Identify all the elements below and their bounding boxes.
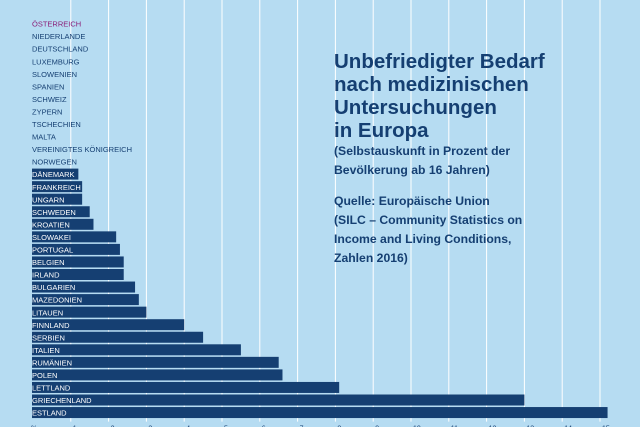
category-label: MAZEDONIEN	[32, 296, 82, 305]
category-label: DÄNEMARK	[32, 170, 75, 179]
category-label: NORWEGEN	[32, 158, 77, 167]
category-label: RUMÄNIEN	[32, 358, 72, 367]
chart-title-line-2: nach medizinischen	[334, 73, 529, 96]
x-tick-label: 10	[413, 426, 421, 427]
title-block: Unbefriedigter Bedarf nach medizinischen…	[334, 50, 634, 268]
category-label: VEREINIGTES KÖNIGREICH	[32, 145, 132, 154]
bar	[32, 206, 90, 218]
x-tick-label: 15	[602, 426, 610, 427]
source-line-2: (SILC – Community Statistics on	[334, 213, 523, 227]
x-tick-label: 8	[337, 426, 341, 427]
x-tick-label: 5	[224, 426, 228, 427]
gridlines	[70, 0, 601, 422]
x-tick-label: 13	[526, 426, 534, 427]
bar	[32, 331, 204, 343]
category-label: LETTLAND	[32, 384, 71, 393]
category-label: ITALIEN	[32, 346, 60, 355]
bar	[32, 231, 117, 243]
category-label: ZYPERN	[32, 107, 62, 116]
category-label: SLOWAKEI	[32, 233, 71, 242]
bar	[32, 294, 139, 306]
bar	[32, 181, 83, 193]
x-tick-label: 12	[489, 426, 497, 427]
category-label: TSCHECHIEN	[32, 120, 81, 129]
source-line-1: Quelle: Europäische Union	[334, 194, 490, 208]
bar	[32, 356, 279, 368]
x-tick-label: 14	[564, 426, 572, 427]
bar	[32, 407, 608, 419]
category-label: SERBIEN	[32, 333, 65, 342]
category-label: GRIECHENLAND	[32, 396, 92, 405]
chart-title-line-4: in Europa	[334, 119, 429, 142]
bar	[32, 269, 124, 280]
category-label: MALTA	[32, 133, 56, 142]
bar	[32, 193, 83, 205]
x-tick-label: 3	[148, 426, 152, 427]
category-label: NIEDERLANDE	[32, 32, 85, 41]
chart-title-line-3: Untersuchungen	[334, 96, 497, 119]
category-labels: ÖSTERREICH NIEDERLANDE DEUTSCHLAND LUXEMBUR…	[32, 20, 132, 418]
category-label: SPANIEN	[32, 82, 64, 91]
x-tick-label: 4	[186, 426, 190, 427]
category-label: FRANKREICH	[32, 183, 81, 192]
x-tick-label: 11	[451, 426, 458, 427]
bar	[32, 381, 340, 393]
x-axis-ticks: %123456789101112131415	[31, 426, 610, 427]
category-label: DEUTSCHLAND	[32, 45, 89, 54]
x-tick-label: 2	[111, 426, 115, 427]
bars	[32, 168, 608, 419]
category-label: BELGIEN	[32, 258, 65, 267]
category-label: PORTUGAL	[32, 246, 73, 255]
category-label: ESTLAND	[32, 409, 67, 418]
subtitle-line-1: (Selbstauskunft in Prozent der	[334, 144, 511, 158]
x-tick-label: 1	[73, 426, 77, 427]
bar	[32, 243, 120, 255]
source-line-4: Zahlen 2016)	[334, 251, 408, 265]
category-label: POLEN	[32, 371, 57, 380]
category-label: IRLAND	[32, 271, 60, 280]
category-label: LUXEMBURG	[32, 57, 80, 66]
subtitle-line-2: Bevölkerung ab 16 Jahren)	[334, 163, 490, 177]
x-tick-label: %	[31, 426, 37, 427]
bar	[32, 319, 185, 331]
category-label: KROATIEN	[32, 220, 70, 229]
category-label: FINNLAND	[32, 321, 70, 330]
bar	[32, 281, 136, 293]
bar	[32, 369, 283, 381]
bar	[32, 218, 94, 230]
source-line-3: Income and Living Conditions,	[334, 232, 512, 246]
category-label: UNGARN	[32, 195, 65, 204]
category-label: BULGARIEN	[32, 283, 75, 292]
bar	[32, 306, 147, 318]
x-tick-label: 6	[262, 426, 266, 427]
category-label: LITAUEN	[32, 308, 63, 317]
category-label: SLOWENIEN	[32, 70, 77, 79]
bar	[32, 344, 241, 356]
x-tick-label: 9	[375, 426, 379, 427]
x-tick-label: 7	[300, 426, 304, 427]
chart-title-line-1: Unbefriedigter Bedarf	[334, 50, 545, 73]
category-label: ÖSTERREICH	[32, 20, 81, 29]
bar	[32, 168, 79, 180]
bar	[32, 256, 124, 268]
bar	[32, 394, 525, 406]
category-label: SCHWEIZ	[32, 95, 67, 104]
category-label: SCHWEDEN	[32, 208, 76, 217]
